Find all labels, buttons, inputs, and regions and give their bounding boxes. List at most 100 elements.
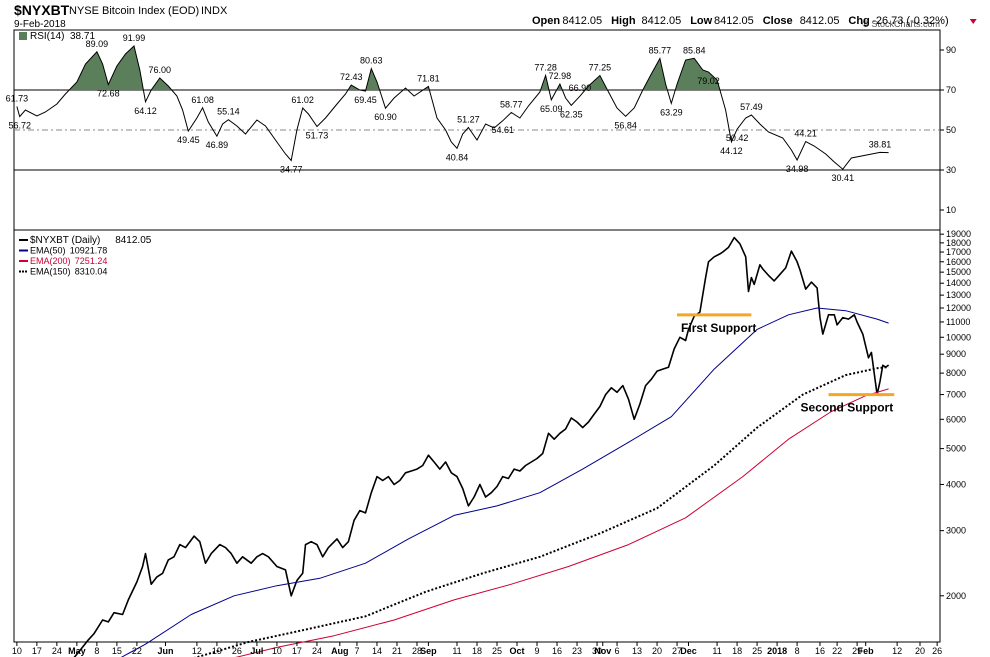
series-line--nyxbt-daily- (73, 236, 890, 657)
rsi-overbought-area (540, 75, 550, 90)
rsi-data-label: 51.27 (457, 114, 480, 124)
rsi-data-label: 62.35 (560, 109, 583, 119)
price-ytick-label: 18000 (946, 238, 971, 248)
rsi-data-label: 71.81 (417, 73, 440, 83)
price-ytick-label: 4000 (946, 479, 966, 489)
price-ytick-label: 9000 (946, 349, 966, 359)
price-ytick-label: 5000 (946, 444, 966, 454)
chart-date: 9-Feb-2018 (14, 19, 66, 30)
series-line-ema-150- (194, 366, 889, 657)
rsi-ytick-label: 10 (946, 205, 956, 215)
legend-label: EMA(50) (30, 246, 66, 256)
rsi-data-labels: 61.73 56.72 89.09 72.68 91.99 64.12 76.00 49.45… (6, 33, 892, 183)
rsi-data-label: 69.45 (354, 95, 377, 105)
x-tick-label: 26 (232, 646, 242, 656)
rsi-overbought-area (365, 68, 380, 90)
x-tick-label: 15 (112, 646, 122, 656)
chart-exchange: INDX (201, 5, 228, 17)
x-tick-label: Oct (510, 646, 525, 656)
price-ytick-label: 14000 (946, 278, 971, 288)
rsi-data-label: 34.98 (786, 164, 809, 174)
ohlc-label-chg: Chg (848, 15, 869, 27)
rsi-data-label: 50.42 (726, 133, 749, 143)
x-tick-label: 20 (915, 646, 925, 656)
legend-value: 8412.05 (115, 235, 152, 246)
x-tick-label: 8 (94, 646, 99, 656)
rsi-data-label: 38.81 (869, 139, 892, 149)
rsi-overbought-area (556, 84, 563, 90)
rsi-data-label: 51.73 (306, 131, 329, 141)
price-ytick-label: 11000 (946, 317, 970, 327)
price-ytick-label: 13000 (946, 290, 971, 300)
rsi-data-label: 76.00 (148, 65, 171, 75)
x-tick-label: 25 (752, 646, 762, 656)
rsi-data-label: 44.12 (720, 146, 743, 156)
change-down-arrow (969, 19, 977, 24)
ohlc-label-open: Open (532, 15, 560, 27)
rsi-data-label: 49.45 (177, 135, 200, 145)
x-tick-label: 10 (272, 646, 282, 656)
chart-name: NYSE Bitcoin Index (EOD) (69, 5, 199, 17)
x-tick-label: Nov (594, 646, 611, 656)
rsi-panel: 61.73 56.72 89.09 72.68 91.99 64.12 76.00 49.45… (6, 29, 956, 231)
x-tick-label: 13 (632, 646, 642, 656)
price-ytick-label: 7000 (946, 390, 966, 400)
ohlc-label-high: High (611, 15, 636, 27)
x-tick-label: 21 (392, 646, 402, 656)
x-tick-label: 20 (652, 646, 662, 656)
rsi-ytick-label: 30 (946, 165, 956, 175)
rsi-data-label: 57.49 (740, 102, 763, 112)
support-annotations: First Support Second Support (677, 313, 895, 415)
x-tick-label: 9 (535, 646, 540, 656)
rsi-data-label: 66.90 (569, 83, 592, 93)
rsi-data-label: 79.02 (697, 76, 720, 86)
x-tick-label: 10 (12, 646, 22, 656)
rsi-legend-value: 38.71 (70, 31, 95, 42)
price-ytick-label: 3000 (946, 526, 966, 536)
legend-label: EMA(200) (30, 256, 71, 266)
rsi-data-label: 85.77 (649, 45, 672, 55)
rsi-data-label: 61.73 (6, 94, 29, 104)
rsi-data-label: 91.99 (123, 33, 146, 43)
ohlc-value-open: 8412.05 (562, 15, 602, 27)
rsi-overbought-area (151, 78, 172, 90)
rsi-data-label: 63.29 (660, 107, 683, 117)
x-tick-label: 30 (592, 646, 602, 656)
legend-label: $NYXBT (Daily) (30, 235, 100, 246)
x-tick-label: 23 (572, 646, 582, 656)
x-tick-label: 16 (815, 646, 825, 656)
price-panel: 2000 3000 4000 5000 6000 7000 8000 9000 10000 110… (13, 229, 971, 657)
rsi-data-label: 55.14 (217, 107, 240, 117)
rsi-data-label: 56.84 (614, 120, 637, 130)
x-tick-label: 6 (615, 646, 620, 656)
rsi-data-label: 72.68 (97, 89, 120, 99)
price-y-axis: 2000 3000 4000 5000 6000 7000 8000 9000 10000 110… (940, 229, 971, 601)
x-tick-label: 25 (492, 646, 502, 656)
x-tick-label: 14 (372, 646, 382, 656)
x-tick-label: 17 (292, 646, 302, 656)
rsi-data-label: 89.09 (86, 39, 109, 49)
series-line-ema-50- (120, 307, 889, 657)
x-tick-label: 8 (795, 646, 800, 656)
price-ytick-label: 16000 (946, 257, 971, 267)
rsi-data-label: 61.08 (191, 95, 214, 105)
x-tick-label: Aug (331, 646, 349, 656)
ohlc-label-low: Low (690, 15, 712, 27)
chart-symbol: $NYXBT (14, 2, 70, 18)
price-legend: $NYXBT (Daily) 8412.05 EMA(50) 10921.78EMA(… (19, 235, 152, 277)
rsi-overbought-area (69, 46, 144, 90)
x-tick-label: 7 (354, 646, 359, 656)
price-ytick-label: 6000 (946, 414, 966, 424)
ohlc-value-low: 8412.05 (714, 15, 754, 27)
rsi-data-label: 56.72 (8, 121, 31, 131)
rsi-data-label: 54.61 (491, 125, 514, 135)
legend-value: 10921.78 (70, 246, 108, 256)
rsi-data-label: 64.12 (134, 106, 157, 116)
rsi-data-label: 65.09 (540, 104, 563, 114)
watermark: © StockCharts.com (862, 19, 940, 29)
rsi-ytick-label: 50 (946, 125, 956, 135)
x-tick-label: 29 (852, 646, 862, 656)
rsi-data-label: 44.21 (794, 129, 817, 139)
x-tick-label: 24 (312, 646, 322, 656)
